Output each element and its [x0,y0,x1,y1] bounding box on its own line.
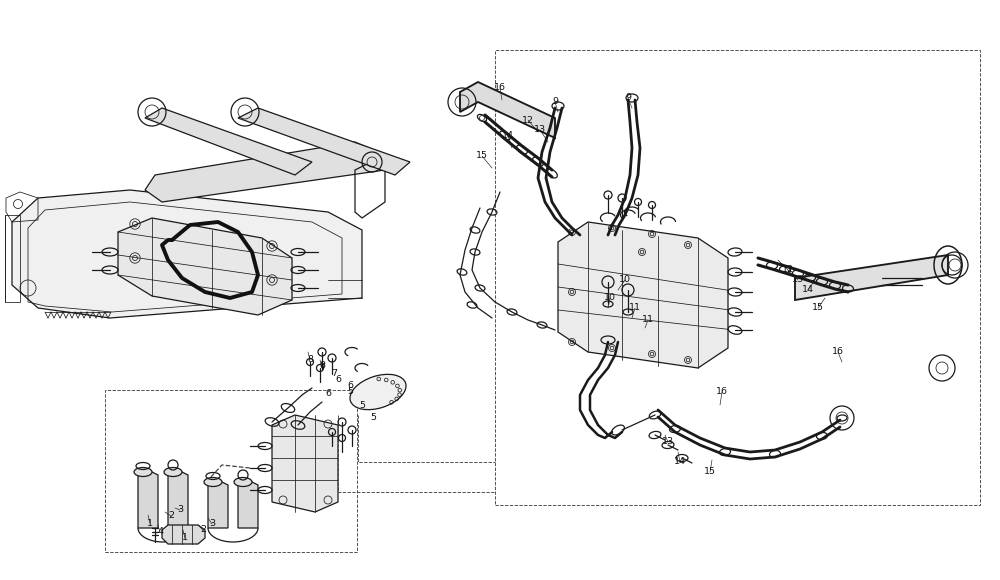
Polygon shape [238,480,258,528]
Text: 16: 16 [494,84,506,92]
Polygon shape [138,470,158,528]
Text: 5: 5 [347,387,353,397]
Bar [495,50,980,505]
Text: 1: 1 [182,534,188,542]
Text: 15: 15 [476,151,488,161]
Polygon shape [145,108,312,175]
Text: 14: 14 [502,132,514,140]
Polygon shape [118,218,292,315]
Text: 15: 15 [812,303,824,313]
Text: 2: 2 [168,512,174,520]
Polygon shape [238,108,410,175]
Text: 3: 3 [209,520,215,528]
Polygon shape [460,82,555,138]
Text: 12: 12 [782,266,794,274]
Ellipse shape [204,477,222,487]
Text: 6: 6 [335,375,341,385]
Text: 4: 4 [157,527,163,536]
Ellipse shape [134,467,152,477]
Polygon shape [208,480,228,528]
Text: 12: 12 [522,115,534,125]
Polygon shape [145,142,385,202]
Text: 14: 14 [802,285,814,295]
Text: 8: 8 [319,361,325,371]
Text: 11: 11 [629,303,641,313]
Text: 10: 10 [619,276,631,285]
Text: 11: 11 [642,316,654,324]
Text: 15: 15 [704,467,716,477]
Text: 7: 7 [331,369,337,379]
Ellipse shape [350,374,406,409]
Text: 5: 5 [359,401,365,411]
Text: 9: 9 [625,93,631,103]
Text: 7: 7 [319,364,325,372]
Polygon shape [558,222,728,368]
Text: 13: 13 [792,276,804,285]
Bar [105,390,357,552]
Polygon shape [168,470,188,528]
Text: 16: 16 [716,387,728,397]
Polygon shape [795,255,948,300]
Text: 10: 10 [604,293,616,303]
Text: 6: 6 [347,380,353,390]
Text: 2: 2 [200,525,206,535]
Text: 13: 13 [534,125,546,135]
Polygon shape [162,525,205,544]
Text: 13: 13 [662,437,674,447]
Ellipse shape [234,477,252,487]
Text: 9: 9 [552,97,558,107]
Text: 8: 8 [307,356,313,364]
Text: 5: 5 [370,414,376,422]
Ellipse shape [164,467,182,477]
Text: 3: 3 [177,506,183,514]
Text: 1: 1 [147,519,153,527]
Text: 6: 6 [325,390,331,398]
Polygon shape [12,190,362,318]
Text: 14: 14 [674,458,686,466]
Text: 16: 16 [832,347,844,357]
Polygon shape [272,415,338,512]
